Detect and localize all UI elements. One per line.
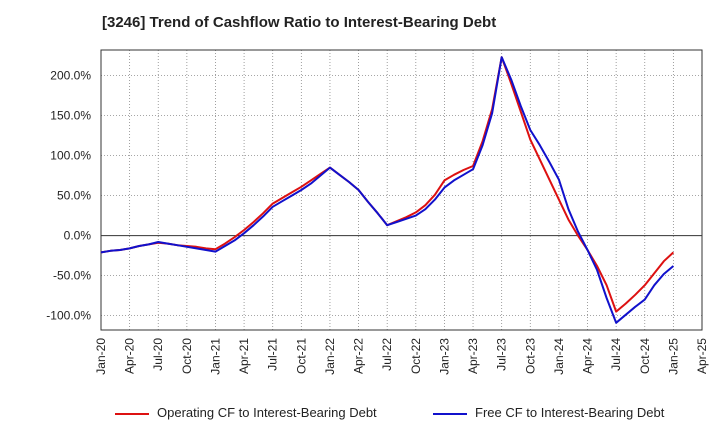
y-tick-label: 200.0% — [50, 69, 91, 83]
x-tick-label: Jan-25 — [666, 338, 680, 375]
series-lines — [100, 56, 675, 324]
x-tick-label: Jul-20 — [151, 338, 165, 371]
x-tick-label: Jan-21 — [208, 338, 222, 375]
x-tick-label: Jul-22 — [380, 338, 394, 371]
legend-label-free-cf: Free CF to Interest-Bearing Debt — [475, 405, 665, 420]
x-tick-label: Apr-24 — [581, 338, 595, 374]
y-tick-label: -100.0% — [46, 309, 91, 323]
x-tick-label: Jan-24 — [552, 338, 566, 375]
x-tick-label: Jul-21 — [266, 338, 280, 371]
legend-item-operating-cf: Operating CF to Interest-Bearing Debt — [115, 405, 377, 420]
x-tick-label: Oct-22 — [409, 338, 423, 374]
x-tick-label: Oct-20 — [180, 338, 194, 374]
legend-label-operating-cf: Operating CF to Interest-Bearing Debt — [157, 405, 377, 420]
x-tick-label: Jan-23 — [437, 338, 451, 375]
y-tick-label: 100.0% — [50, 149, 91, 163]
series-line-free-cf — [100, 56, 675, 324]
legend-swatch-free-cf — [433, 412, 467, 415]
chart-title: [3246] Trend of Cashflow Ratio to Intere… — [102, 14, 497, 31]
axes — [100, 49, 703, 331]
legend-item-free-cf: Free CF to Interest-Bearing Debt — [433, 405, 664, 420]
x-tick-label: Jul-24 — [609, 338, 623, 371]
x-tick-label: Apr-23 — [466, 338, 480, 374]
x-tick-label: Jul-23 — [495, 338, 509, 371]
x-tick-label: Apr-20 — [123, 338, 137, 374]
x-tick-label: Apr-21 — [237, 338, 251, 374]
x-tick-label: Jan-22 — [323, 338, 337, 375]
tick-labels: 200.0% 150.0% 100.0% 50.0% 0.0% -50.0% -100.0%… — [46, 69, 709, 375]
plot-frame — [100, 49, 703, 331]
x-tick-label: Oct-23 — [523, 338, 537, 374]
grid-lines — [100, 50, 703, 330]
x-tick-label: Oct-21 — [294, 338, 308, 374]
legend-swatch-operating-cf — [115, 412, 149, 415]
x-tick-label: Apr-25 — [695, 338, 709, 374]
y-tick-label: -50.0% — [53, 269, 91, 283]
x-tick-label: Oct-24 — [638, 338, 652, 374]
y-tick-label: 0.0% — [64, 229, 92, 243]
x-tick-label: Apr-22 — [352, 338, 366, 374]
y-tick-label: 150.0% — [50, 109, 91, 123]
y-tick-label: 50.0% — [57, 189, 91, 203]
x-tick-label: Jan-20 — [94, 338, 108, 375]
